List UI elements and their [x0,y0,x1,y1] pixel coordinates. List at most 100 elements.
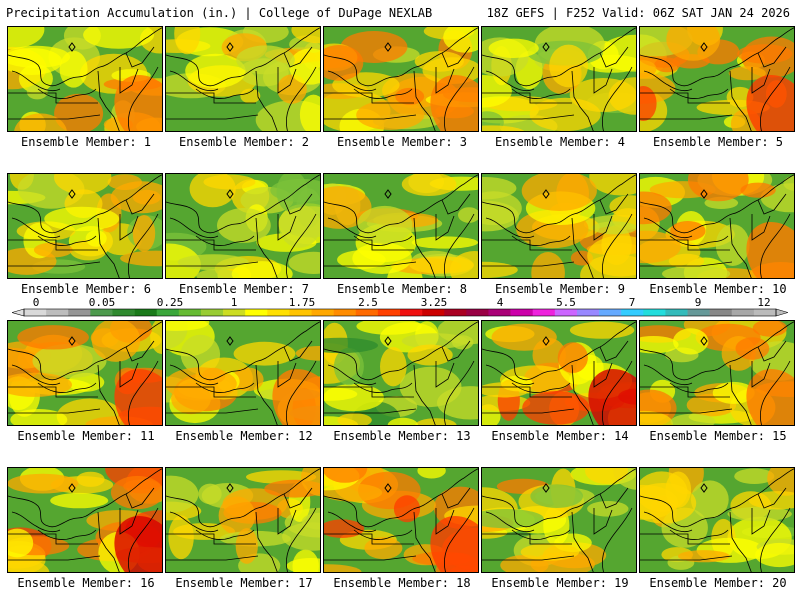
precip-contour [520,543,580,561]
heavy-precip-band [430,515,478,572]
heavy-precip-band [746,368,794,425]
ensemble-member-map [639,173,795,279]
precip-contour [587,501,629,517]
ensemble-member-label: Ensemble Member: 3 [336,135,468,149]
colorbar-segment [532,309,556,316]
ensemble-member-map [165,173,321,279]
heavy-precip-band [114,515,162,572]
ensemble-member-map [481,173,637,279]
precip-contour [482,191,522,226]
precip-contour [407,344,453,366]
ensemble-member-map [639,467,795,573]
precip-contour [14,113,67,131]
precip-contour [289,48,320,85]
precip-contour [166,321,210,331]
colorbar-segment [488,309,511,316]
colorbar-segment [223,309,246,316]
precip-contour [387,417,419,425]
precip-contour [173,523,235,540]
precip-contour [324,564,362,572]
precip-contour [521,174,597,211]
precip-contour [174,27,201,55]
colorbar-segment [400,309,423,316]
ensemble-member-label: Ensemble Member: 16 [17,576,155,590]
diamond-marker-icon [68,483,76,493]
ensemble-member-label: Ensemble Member: 1 [20,135,152,149]
precip-contour [678,550,730,563]
geographic-boundaries [482,27,636,131]
precip-contour [333,347,364,386]
ensemble-member-label: Ensemble Member: 20 [649,576,787,590]
precip-contour [8,473,79,494]
precip-contour [640,191,672,225]
precip-contour [640,336,679,354]
colorbar-segment [24,309,47,316]
precip-contour [530,484,583,508]
geographic-boundaries [8,27,162,131]
colorbar-segment [68,309,91,316]
geographic-boundaries [482,174,636,278]
precip-contour [196,269,240,278]
diamond-marker-icon [542,42,550,52]
precip-contour [740,182,776,198]
precip-contour [482,125,525,131]
ensemble-member-label: Ensemble Member: 5 [652,135,784,149]
colorbar-segment [178,309,202,316]
precip-contour [399,366,462,408]
colorbar-tick-label: 0 [33,296,40,309]
colorbar-frame [23,308,777,317]
geographic-boundaries [640,321,794,425]
precip-contour [654,57,680,73]
geographic-boundaries [324,321,478,425]
precip-contour [415,418,457,425]
product-title: Precipitation Accumulation (in.) | Colle… [6,6,433,20]
geographic-boundaries [8,321,162,425]
precip-contour [735,337,770,360]
ensemble-member-map [323,467,479,573]
precip-contour [17,325,89,350]
ensemble-member-label: Ensemble Member: 4 [494,135,626,149]
colorbar-tick-label: 0.05 [89,296,116,309]
ensemble-member-label: Ensemble Member: 2 [178,135,310,149]
colorbar-tick-label: 3.25 [421,296,448,309]
colorbar-max-arrow [775,308,788,317]
precip-contour [767,468,794,496]
precip-contour [411,236,478,249]
colorbar-segment [731,309,755,316]
precip-contour [8,528,34,558]
diamond-marker-icon [700,336,708,346]
precip-contour [236,45,295,75]
colorbar-segment [665,309,688,316]
diamond-marker-icon [384,336,392,346]
precip-contour [452,335,474,350]
precip-contour [401,174,457,196]
geographic-boundaries [166,468,320,572]
geographic-boundaries [324,27,478,131]
heavy-precip-band [114,368,162,425]
colorbar-segment [444,309,467,316]
precip-contour [357,205,413,244]
precip-contour [666,27,721,61]
heavy-precip-band [746,74,794,131]
ensemble-member-label: Ensemble Member: 15 [649,429,787,443]
precip-contour [393,495,421,523]
precip-contour [727,506,792,522]
diamond-marker-icon [542,336,550,346]
precip-contour [235,528,258,564]
ensemble-member-map [7,173,163,279]
colorbar-segment [311,309,334,316]
colorbar-segment [200,309,224,316]
geographic-boundaries [640,174,794,278]
colorbar-segment [90,309,113,316]
geographic-boundaries [482,468,636,572]
precip-contour [640,86,657,121]
diamond-marker-icon [384,483,392,493]
precip-contour [364,537,403,560]
heavy-precip-band [114,74,162,131]
precip-contour [734,468,775,484]
ensemble-member-label: Ensemble Member: 8 [336,282,468,296]
diamond-marker-icon [542,189,550,199]
precip-contour [299,94,320,131]
precip-contour [83,27,155,49]
precip-contour [32,343,107,379]
